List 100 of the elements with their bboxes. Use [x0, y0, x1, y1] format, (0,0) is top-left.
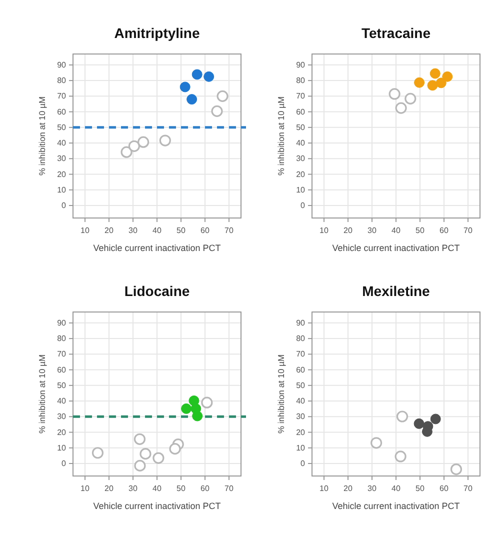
- point: [188, 395, 200, 406]
- x-tick-label: 10: [320, 484, 329, 493]
- y-axis-title: % inhibition at 10 µM: [276, 96, 286, 176]
- x-tick-label: 60: [440, 226, 449, 235]
- y-tick-label: 90: [57, 318, 67, 328]
- point: [204, 71, 214, 82]
- point: [394, 450, 406, 462]
- y-tick-label: 10: [57, 443, 67, 452]
- y-tick-label: 30: [296, 412, 306, 422]
- x-tick-label: 30: [128, 226, 138, 235]
- point: [140, 448, 152, 460]
- y-tick-label: 20: [57, 170, 67, 179]
- x-tick-label: 70: [464, 226, 473, 235]
- chart-title: Mexiletine: [362, 283, 430, 299]
- y-axis-title: % inhibition at 10 µM: [37, 354, 47, 434]
- y-tick-label: 60: [296, 365, 306, 374]
- chart-title: Amitriptyline: [114, 25, 200, 41]
- y-tick-label: 50: [57, 380, 67, 390]
- x-tick-label: 50: [176, 226, 186, 235]
- y-tick-label: 0: [300, 201, 306, 210]
- x-tick-label: 70: [224, 226, 234, 235]
- point: [436, 78, 446, 88]
- x-tick-label: 70: [224, 484, 234, 493]
- point: [450, 463, 462, 476]
- x-tick-label: 40: [152, 226, 162, 235]
- y-tick-label: 80: [296, 334, 306, 344]
- y-tick-label: 70: [296, 350, 306, 359]
- y-tick-label: 0: [300, 459, 306, 468]
- y-tick-label: 70: [57, 92, 67, 101]
- x-tick-label: 20: [344, 484, 353, 493]
- point: [430, 414, 441, 424]
- y-tick-label: 0: [62, 459, 67, 468]
- x-tick-label: 40: [392, 226, 401, 235]
- x-tick-label: 60: [440, 484, 449, 493]
- y-tick-label: 50: [57, 122, 67, 132]
- y-tick-label: 80: [296, 76, 306, 86]
- point: [181, 403, 192, 414]
- x-tick-label: 30: [128, 484, 138, 493]
- point: [134, 460, 146, 472]
- point: [370, 437, 382, 449]
- point: [396, 410, 408, 422]
- point: [430, 68, 440, 79]
- x-tick-label: 50: [416, 484, 425, 493]
- chart-title: Tetracaine: [362, 25, 431, 41]
- point: [404, 92, 416, 104]
- y-tick-label: 40: [296, 138, 306, 148]
- x-axis-title: Vehicle current inactivation PCT: [332, 243, 460, 253]
- y-tick-label: 80: [57, 76, 67, 86]
- x-tick-label: 30: [368, 226, 377, 235]
- y-tick-label: 40: [296, 396, 306, 406]
- x-tick-label: 40: [152, 484, 162, 493]
- y-tick-label: 30: [57, 154, 67, 164]
- point: [186, 94, 198, 105]
- chart-title: Lidocaine: [124, 283, 190, 299]
- point: [414, 77, 425, 88]
- x-tick-label: 60: [200, 484, 210, 493]
- point: [159, 134, 171, 146]
- x-axis-title: Vehicle current inactivation PCT: [93, 501, 222, 511]
- y-tick-label: 80: [57, 334, 67, 344]
- y-tick-label: 60: [296, 107, 306, 116]
- point: [192, 410, 203, 422]
- x-tick-label: 30: [368, 484, 377, 493]
- point: [201, 396, 213, 408]
- point: [152, 452, 164, 464]
- y-tick-label: 40: [57, 138, 67, 148]
- y-tick-label: 10: [57, 185, 67, 194]
- point: [395, 102, 407, 114]
- point: [427, 80, 438, 91]
- point: [134, 433, 146, 445]
- y-tick-label: 50: [296, 380, 306, 390]
- y-tick-label: 50: [296, 122, 306, 132]
- y-tick-label: 20: [57, 428, 67, 437]
- y-tick-label: 90: [296, 318, 306, 328]
- x-tick-label: 10: [320, 226, 329, 235]
- y-tick-label: 90: [57, 60, 67, 70]
- y-tick-label: 30: [296, 154, 306, 164]
- x-tick-label: 20: [104, 226, 114, 235]
- y-tick-label: 20: [296, 170, 306, 179]
- y-tick-label: 10: [296, 443, 306, 452]
- point: [211, 105, 223, 117]
- point: [388, 88, 400, 100]
- x-tick-label: 40: [392, 484, 401, 493]
- x-tick-label: 20: [344, 226, 353, 235]
- point: [120, 146, 132, 158]
- x-axis-title: Vehicle current inactivation PCT: [93, 243, 222, 253]
- y-tick-label: 60: [57, 107, 67, 116]
- x-tick-label: 10: [80, 484, 90, 493]
- x-tick-label: 50: [176, 484, 186, 493]
- point: [138, 136, 150, 148]
- y-tick-label: 20: [296, 428, 306, 437]
- y-tick-label: 90: [296, 60, 306, 70]
- point: [92, 447, 104, 459]
- x-tick-label: 50: [416, 226, 425, 235]
- x-tick-label: 20: [104, 484, 114, 493]
- y-axis-title: % inhibition at 10 µM: [276, 354, 286, 434]
- point: [216, 90, 228, 102]
- x-tick-label: 70: [464, 484, 473, 493]
- x-axis-title: Vehicle current inactivation PCT: [332, 501, 460, 511]
- point: [180, 82, 190, 92]
- point: [128, 140, 140, 152]
